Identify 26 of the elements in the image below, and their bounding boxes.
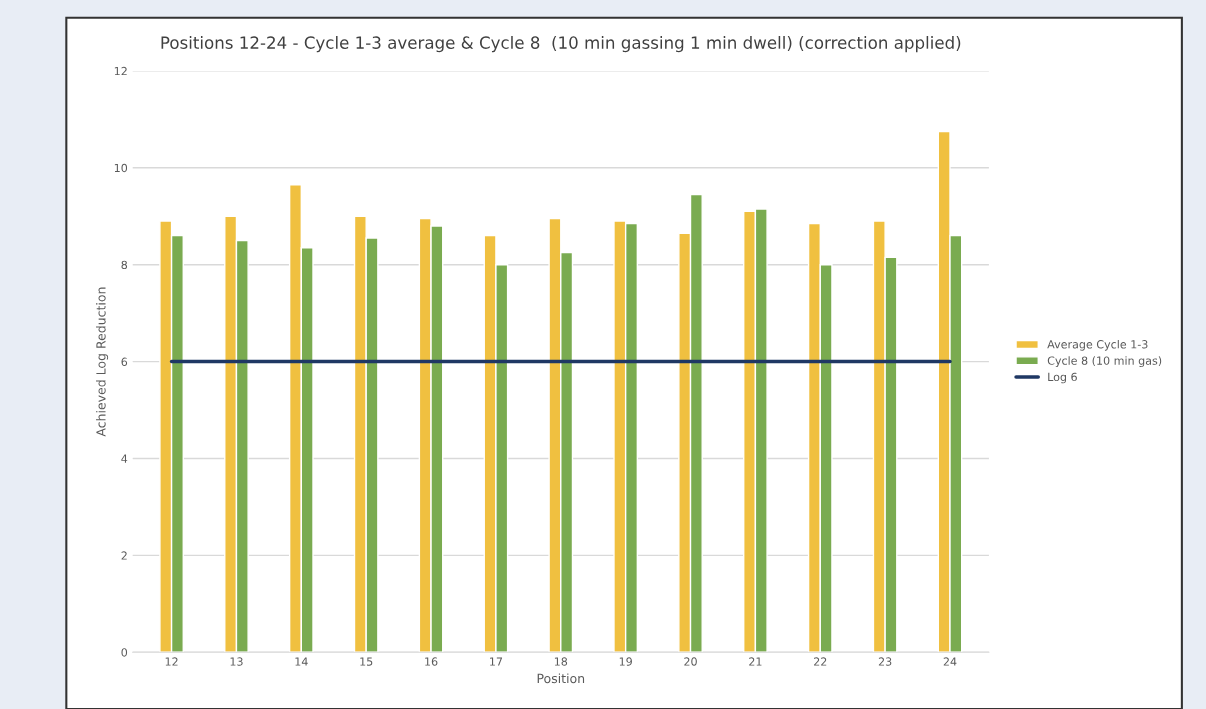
x-tick-label: 13: [230, 657, 243, 666]
x-tick-label: 24: [943, 657, 957, 666]
x-tick-label: 19: [619, 657, 632, 666]
legend-label: Log 6: [1048, 372, 1077, 384]
x-axis-title: Position: [537, 673, 585, 684]
x-tick-label: 20: [684, 657, 697, 666]
legend-label: Cycle 8 (10 min gas): [1047, 356, 1162, 367]
x-tick-label: 14: [295, 657, 308, 666]
y-tick-label: 10: [114, 163, 128, 173]
y-tick-label: 12: [114, 66, 127, 76]
x-tick-label: 15: [360, 657, 373, 666]
x-tick-label: 17: [490, 657, 503, 666]
x-tick-label: 16: [425, 657, 438, 666]
y-tick-label: 6: [121, 357, 128, 366]
y-tick-label: 4: [121, 454, 128, 463]
y-tick-label: 0: [121, 648, 128, 657]
chart-title: Positions 12-24 - Cycle 1-3 average & Cycle 8 (10 min gassing 1 min dwell) (correction applied): [161, 36, 961, 53]
x-tick-label: 22: [814, 657, 827, 666]
y-tick-label: 8: [121, 260, 128, 270]
y-tick-label: 2: [121, 551, 127, 560]
legend-label: Average Cycle 1-3: [1047, 339, 1148, 351]
x-tick-label: 23: [878, 657, 892, 666]
x-tick-label: 12: [165, 657, 178, 666]
x-tick-label: 18: [554, 657, 568, 666]
x-tick-label: 21: [749, 657, 762, 666]
y-axis-title: Achieved Log Reduction: [96, 287, 109, 437]
